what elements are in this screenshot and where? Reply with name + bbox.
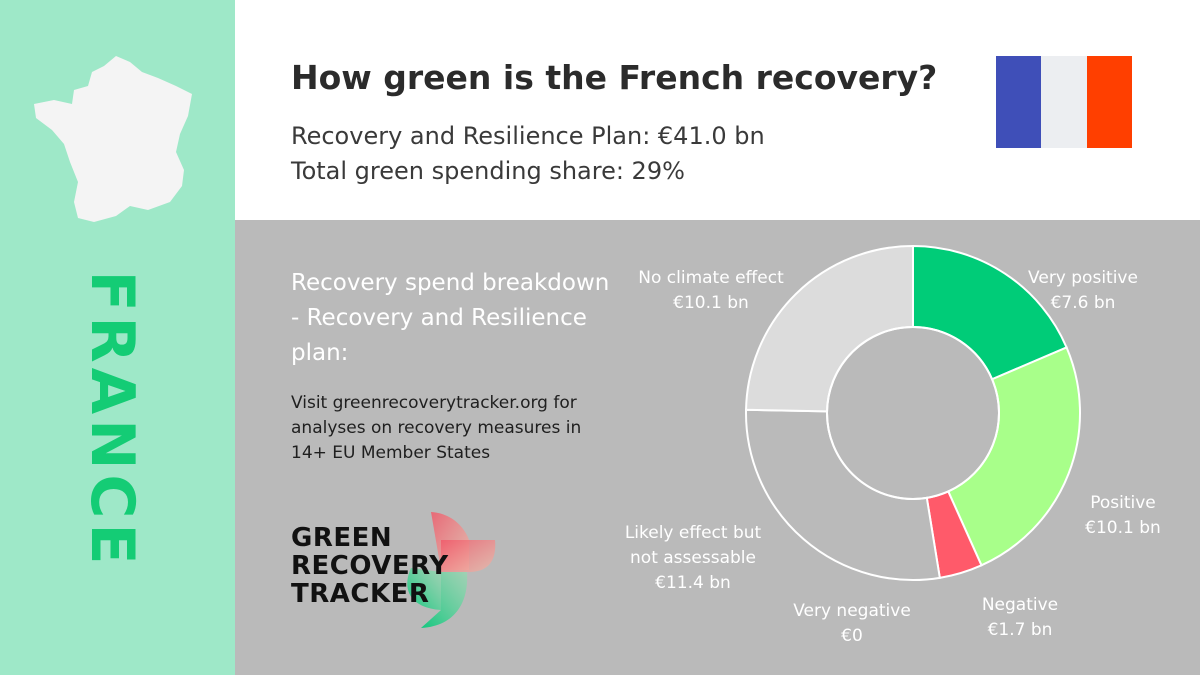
slice-label-negative: Negative €1.7 bn (982, 595, 1058, 640)
flag-stripe-white (1041, 56, 1087, 148)
slice-label-very-negative: Very negative €0 (793, 601, 911, 646)
slice-label-positive: Positive €10.1 bn (1085, 493, 1161, 538)
breakdown-heading: Recovery spend breakdown - Recovery and … (291, 270, 610, 366)
flag-stripe-blue (996, 56, 1042, 148)
logo-text-line: TRACKER (291, 579, 430, 609)
slice-label-no-climate-effect: No climate effect €10.1 bn (638, 268, 784, 313)
green-recovery-tracker-logo: GREEN RECOVERY TRACKER (291, 510, 511, 630)
sidebar: FRANCE (0, 0, 235, 675)
plan-total-stat: Recovery and Resilience Plan: €41.0 bn (291, 122, 765, 150)
header: How green is the French recovery? Recove… (235, 0, 1200, 220)
logo-text-line: GREEN (291, 523, 393, 553)
flag-stripe-red (1086, 56, 1132, 148)
french-flag-icon (996, 56, 1132, 148)
logo-cross-icon (407, 512, 496, 628)
green-share-stat: Total green spending share: 29% (291, 157, 685, 185)
france-map-icon (34, 56, 192, 222)
slice-label-likely-effect-but-not-assessable: Likely effect but not assessable €11.4 bn (625, 523, 762, 593)
country-label: FRANCE (77, 270, 147, 570)
donut-slice-likely-effect-but-not-assessable (745, 408, 941, 581)
donut-hole (826, 326, 1000, 500)
logo-text-line: RECOVERY (291, 551, 449, 581)
donut-chart: Very positive €7.6 bn Positive €10.1 bn Nega… (625, 244, 1161, 646)
breakdown-panel: Recovery spend breakdown - Recovery and … (235, 220, 1200, 675)
slice-label-very-positive: Very positive €7.6 bn (1028, 268, 1138, 313)
page-title: How green is the French recovery? (291, 58, 938, 97)
visit-text: Visit greenrecoverytracker.org for analy… (291, 393, 582, 463)
donut-slice-positive (946, 346, 1081, 567)
